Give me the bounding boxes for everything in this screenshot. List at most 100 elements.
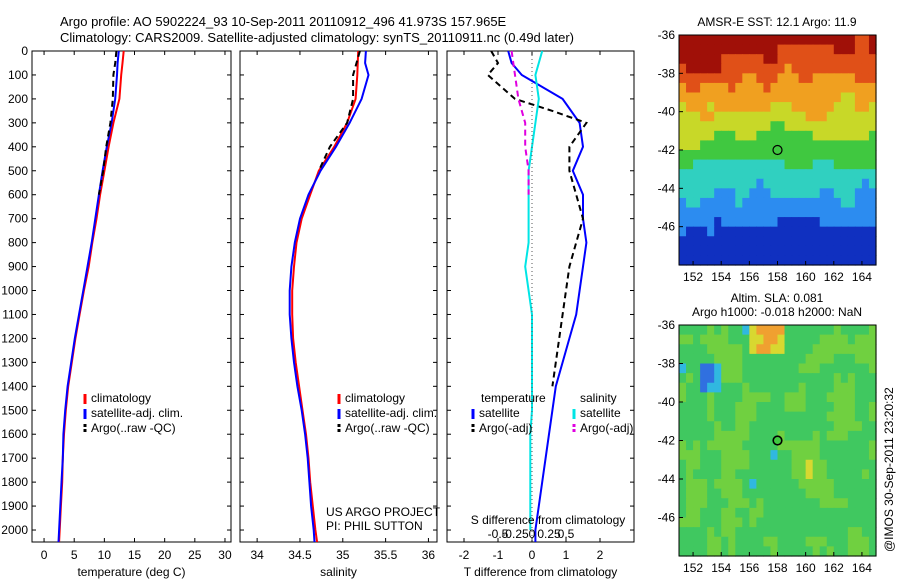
- sla-map-cell: [728, 430, 736, 442]
- sla-map-cell: [840, 325, 849, 336]
- sst-map-cell: [854, 35, 863, 46]
- sla-map-cell: [721, 392, 729, 403]
- sst-map-cell: [693, 217, 701, 228]
- sla-map-cell: [777, 469, 786, 480]
- sst-map-cell: [833, 44, 842, 55]
- sst-map-cell: [791, 130, 800, 142]
- sla-map-cell: [728, 392, 736, 403]
- sla-map-cell: [686, 440, 694, 451]
- sla-map-cell: [854, 421, 863, 432]
- sla-map-cell: [826, 498, 835, 509]
- sst-map-cell: [735, 188, 743, 199]
- sst-map-cell: [840, 140, 849, 151]
- sla-map-cell: [721, 402, 729, 413]
- sla-map-cell: [805, 536, 814, 547]
- sla-map-cell: [868, 517, 877, 528]
- sst-map-cell: [742, 102, 750, 113]
- sla-map-cell: [784, 392, 793, 403]
- sst-map-cell: [868, 178, 877, 189]
- sst-map-cell: [805, 255, 814, 266]
- sst-map-cell: [686, 150, 694, 161]
- sla-map-cell: [819, 536, 828, 547]
- sst-map-cell: [686, 217, 694, 228]
- sla-map-cell: [791, 363, 800, 374]
- salinity-diff-tick-label: -0.5: [488, 527, 509, 541]
- sst-map-cell: [791, 102, 800, 113]
- sla-map-cell: [728, 507, 736, 519]
- sst-map-cell: [854, 207, 863, 218]
- sla-map-cell: [763, 536, 772, 547]
- sst-map-cell: [868, 73, 877, 84]
- sst-map-cell: [700, 73, 708, 84]
- sla-map-cell: [700, 498, 708, 509]
- sst-map-cell: [742, 54, 750, 65]
- sst-map-cell: [742, 169, 750, 180]
- sla-map-cell: [847, 517, 856, 528]
- sst-map-cell: [749, 150, 757, 161]
- sla-map-cell: [742, 382, 750, 393]
- sla-map-cell: [819, 440, 828, 451]
- sst-map-cell: [763, 159, 772, 170]
- sst-map-cell: [840, 73, 849, 84]
- sla-map-cell: [840, 546, 849, 557]
- sla-map-cell: [693, 507, 701, 519]
- sst-map-cell: [770, 73, 779, 84]
- sla-map-cell: [798, 382, 807, 393]
- sla-map-cell: [700, 344, 708, 355]
- sst-map-cell: [686, 178, 694, 189]
- sla-map-cell: [812, 430, 821, 442]
- sst-map-cell: [700, 178, 708, 189]
- sst-map-cell: [714, 245, 722, 257]
- sla-map-cell: [770, 411, 779, 422]
- sst-map-cell: [819, 130, 828, 142]
- sla-map-cell: [763, 392, 772, 403]
- sst-map-cell: [826, 245, 835, 257]
- sst-map-cell: [679, 245, 687, 257]
- legend-label: satellite-adj. clim.: [91, 406, 183, 420]
- sla-map-cell: [749, 517, 757, 528]
- sst-map-cell: [777, 44, 786, 55]
- sla-map-cell: [847, 430, 856, 442]
- sla-map-cell: [777, 459, 786, 470]
- sla-map-cell: [770, 430, 779, 442]
- sla-map-cell: [784, 498, 793, 509]
- sst-map-cell: [714, 217, 722, 228]
- sla-map-cell: [742, 411, 750, 422]
- sla-map-cell: [791, 353, 800, 365]
- sst-map-cell: [742, 63, 750, 74]
- difference-xtick-label: 1: [563, 548, 570, 562]
- salinity-diff-tick-label: 0.25: [537, 527, 561, 541]
- sst-map-cell: [798, 150, 807, 161]
- sst-map-cell: [854, 150, 863, 161]
- sst-map-cell: [693, 82, 701, 94]
- sla-map-cell: [735, 421, 743, 432]
- sst-map-cell: [805, 102, 814, 113]
- sla-map-cell: [826, 546, 835, 557]
- sla-map-cell: [714, 546, 722, 557]
- temperature-frame: [31, 50, 232, 543]
- sst-map-cell: [777, 236, 786, 247]
- sla-map-cell: [686, 344, 694, 355]
- sla-map-cell: [812, 402, 821, 413]
- sla-map-cell: [707, 498, 715, 509]
- sla-map-cell: [770, 527, 779, 538]
- sst-map-cell: [805, 63, 814, 74]
- sst-map-cell: [777, 197, 786, 209]
- sla-map-cell: [721, 382, 729, 393]
- sst-map-cell: [721, 130, 729, 142]
- sst-map-cell: [770, 255, 779, 266]
- sst-map-cell: [805, 130, 814, 142]
- sst-map-cell: [826, 35, 835, 46]
- sst-map-cell: [742, 188, 750, 199]
- sst-map-cell: [756, 150, 765, 161]
- sla-map-cell: [735, 536, 743, 547]
- title-line1: Argo profile: AO 5902224_93 10-Sep-2011 …: [60, 14, 507, 29]
- sla-map-cell: [854, 498, 863, 509]
- sst-map-cell: [686, 207, 694, 218]
- sla-map-cell: [861, 536, 870, 547]
- temperature-xtick-label: 5: [71, 548, 78, 562]
- sst-map-cell: [686, 245, 694, 257]
- sla-map-cell: [812, 517, 821, 528]
- sla-map-cell: [854, 382, 863, 393]
- sla-map-cell: [693, 546, 701, 557]
